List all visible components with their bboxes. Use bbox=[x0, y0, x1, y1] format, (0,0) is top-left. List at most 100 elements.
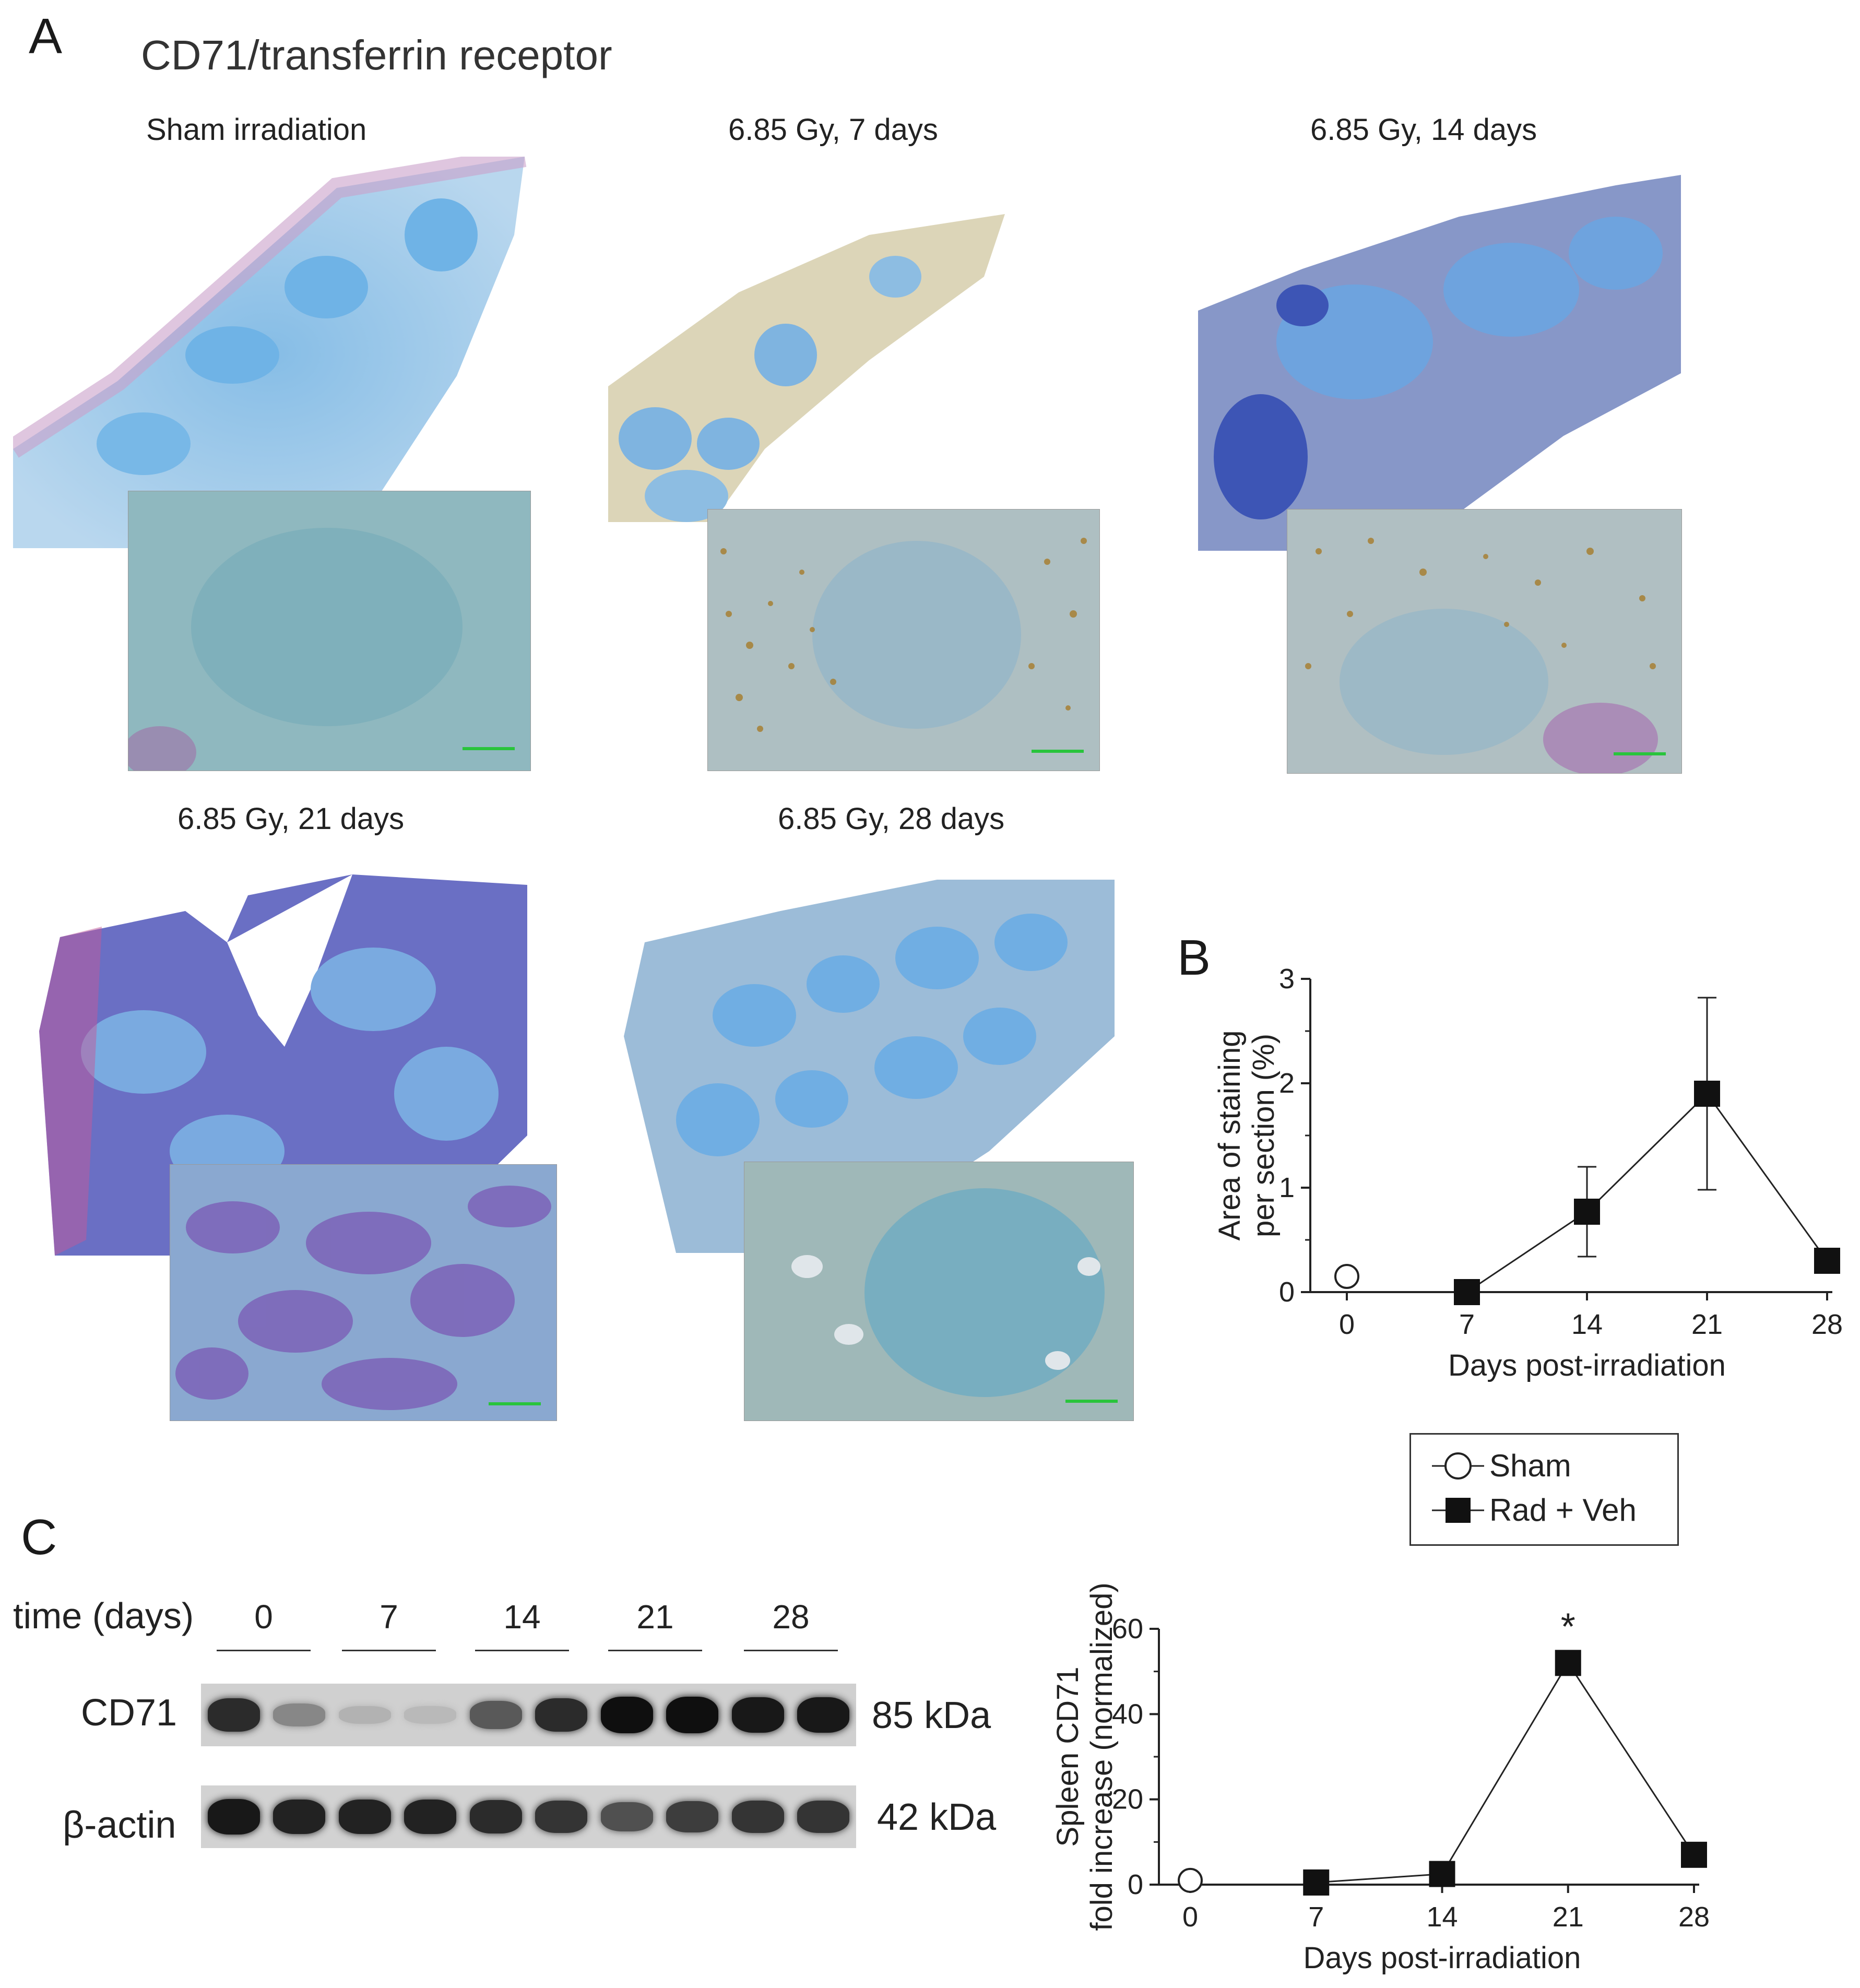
tissue-inset-28days bbox=[744, 1162, 1134, 1421]
tissue-inset-14days bbox=[1287, 509, 1682, 774]
blot-band bbox=[797, 1801, 850, 1833]
panel-b-series-line bbox=[1466, 1092, 1828, 1293]
blot-band bbox=[666, 1801, 719, 1832]
panel-b-y-tick-label: 1 bbox=[1279, 1172, 1295, 1203]
blot-band bbox=[338, 1706, 391, 1724]
tissue-inset-sham bbox=[128, 491, 531, 771]
panel-c-y-axis-title-line1: Spleen CD71 bbox=[1051, 1667, 1085, 1847]
panel-b-y-tick-label: 3 bbox=[1279, 963, 1295, 995]
panel-b-y-tick-label: 2 bbox=[1279, 1068, 1295, 1099]
panel-b-x-tick-label: 28 bbox=[1811, 1309, 1843, 1340]
panel-b-y-axis-title-line1: Area of staining bbox=[1213, 1030, 1247, 1240]
blot-lane-underline bbox=[608, 1650, 702, 1651]
panel-b-point-rad bbox=[1814, 1248, 1840, 1274]
blot-band bbox=[731, 1801, 784, 1833]
blot-lane-label: 14 bbox=[503, 1598, 541, 1636]
panel-c-y-tick-label: 40 bbox=[1112, 1698, 1143, 1730]
legend-sham-marker bbox=[1432, 1452, 1484, 1480]
blot-strip-actin bbox=[201, 1785, 856, 1848]
blot-lane-label: 28 bbox=[772, 1598, 810, 1636]
blot-band bbox=[797, 1697, 850, 1733]
panel-c-x-tick-label: 14 bbox=[1426, 1901, 1458, 1933]
blot-protein-cd71: CD71 bbox=[81, 1692, 177, 1734]
blot-size-actin: 42 kDa bbox=[877, 1796, 997, 1838]
blot-lane-underline bbox=[217, 1650, 311, 1651]
tissue-section-sham bbox=[13, 157, 535, 548]
blot-band bbox=[600, 1802, 653, 1831]
panel-c-y-tick-label: 20 bbox=[1112, 1784, 1143, 1815]
tissue-section-14days bbox=[1198, 175, 1681, 551]
panel-b-letter: B bbox=[1177, 930, 1211, 986]
panel-c-y-tick-label: 60 bbox=[1112, 1613, 1143, 1644]
blot-band bbox=[207, 1698, 260, 1732]
tissue-section-7days bbox=[608, 214, 1005, 522]
blot-band bbox=[535, 1801, 588, 1833]
panel-b-x-tick-label: 7 bbox=[1459, 1309, 1475, 1340]
panel-a-letter: A bbox=[29, 8, 63, 64]
blot-lane-label: 0 bbox=[254, 1598, 273, 1636]
scale-bar bbox=[1065, 1400, 1118, 1403]
blot-band bbox=[273, 1800, 326, 1834]
blot-band bbox=[535, 1698, 588, 1732]
panel-c-x-tick-label: 0 bbox=[1182, 1901, 1198, 1933]
tissue-inset-7days bbox=[707, 509, 1100, 771]
image-label-21days: 6.85 Gy, 21 days bbox=[177, 802, 405, 836]
panel-c-letter: C bbox=[21, 1509, 57, 1565]
panel-b-x-tick-label: 0 bbox=[1339, 1309, 1355, 1340]
blot-protein-actin: β-actin bbox=[63, 1804, 176, 1846]
image-label-7days: 6.85 Gy, 7 days bbox=[728, 113, 938, 147]
panel-c-y-tick-label: 0 bbox=[1128, 1869, 1143, 1900]
blot-time-label: time (days) bbox=[13, 1595, 194, 1636]
blot-band bbox=[273, 1703, 326, 1726]
blot-lane-underline bbox=[342, 1650, 436, 1651]
blot-band bbox=[469, 1800, 522, 1833]
blot-band bbox=[404, 1800, 457, 1834]
blot-lane-label: 7 bbox=[380, 1598, 398, 1636]
panel-b-x-tick-label: 14 bbox=[1571, 1309, 1603, 1340]
panel-b-point-rad bbox=[1454, 1279, 1480, 1305]
panel-b-point-rad bbox=[1574, 1199, 1600, 1225]
panel-c-y-axis-title-line2: fold increase (normalized) bbox=[1085, 1582, 1119, 1931]
panel-b-y-axis-title-line2: per section (%) bbox=[1247, 1034, 1281, 1237]
panel-c-point-rad bbox=[1681, 1841, 1707, 1868]
image-label-14days: 6.85 Gy, 14 days bbox=[1310, 113, 1537, 147]
blot-lane-underline bbox=[744, 1650, 838, 1651]
panel-b-chart: 0 1 2 3 0 7 14 21 28 Days post-irradiation Area of… bbox=[1201, 950, 1853, 1394]
legend-rad-label: Rad + Veh bbox=[1489, 1493, 1637, 1528]
scale-bar bbox=[1032, 750, 1084, 753]
scale-bar bbox=[1614, 752, 1666, 755]
panel-b-point-rad bbox=[1694, 1081, 1720, 1107]
panel-b-x-tick-label: 21 bbox=[1691, 1309, 1723, 1340]
scale-bar bbox=[489, 1402, 541, 1405]
panel-c-point-sham bbox=[1178, 1867, 1203, 1893]
blot-band bbox=[338, 1800, 391, 1834]
panel-c-point-rad bbox=[1555, 1650, 1581, 1676]
blot-band bbox=[404, 1706, 457, 1724]
panel-c-x-axis-title: Days post-irradiation bbox=[1304, 1941, 1581, 1975]
blot-band bbox=[666, 1697, 719, 1733]
legend-sham-label: Sham bbox=[1489, 1448, 1571, 1483]
panel-c-chart: 0 20 40 60 0 7 14 21 28 Days post-irradiation Sple… bbox=[1034, 1540, 1848, 1984]
panel-c-point-rad bbox=[1429, 1861, 1455, 1887]
panel-c-x-tick-label: 7 bbox=[1308, 1901, 1324, 1933]
panel-c-point-rad bbox=[1303, 1869, 1330, 1896]
legend-rad-marker bbox=[1432, 1498, 1484, 1523]
panel-b-x-axis-title: Days post-irradiation bbox=[1448, 1348, 1726, 1382]
image-label-sham: Sham irradiation bbox=[146, 113, 367, 147]
tissue-inset-21days bbox=[170, 1164, 557, 1421]
panel-a-title: CD71/transferrin receptor bbox=[141, 32, 612, 78]
panel-b-point-sham bbox=[1334, 1264, 1359, 1289]
panel-c-x-tick-label: 28 bbox=[1678, 1901, 1710, 1933]
blot-band bbox=[207, 1799, 260, 1835]
blot-lane-label: 21 bbox=[636, 1598, 674, 1636]
image-label-28days: 6.85 Gy, 28 days bbox=[778, 802, 1005, 836]
panel-c-series-line bbox=[1316, 1661, 1695, 1884]
legend: Sham Rad + Veh bbox=[1409, 1433, 1679, 1546]
blot-band bbox=[600, 1697, 653, 1733]
tissue-section-28days bbox=[624, 880, 1115, 1253]
blot-strip-cd71 bbox=[201, 1684, 856, 1746]
scale-bar bbox=[463, 747, 515, 750]
blot-size-cd71: 85 kDa bbox=[872, 1695, 991, 1736]
blot-lane-underline bbox=[475, 1650, 569, 1651]
panel-c-x-tick-label: 21 bbox=[1553, 1901, 1584, 1933]
